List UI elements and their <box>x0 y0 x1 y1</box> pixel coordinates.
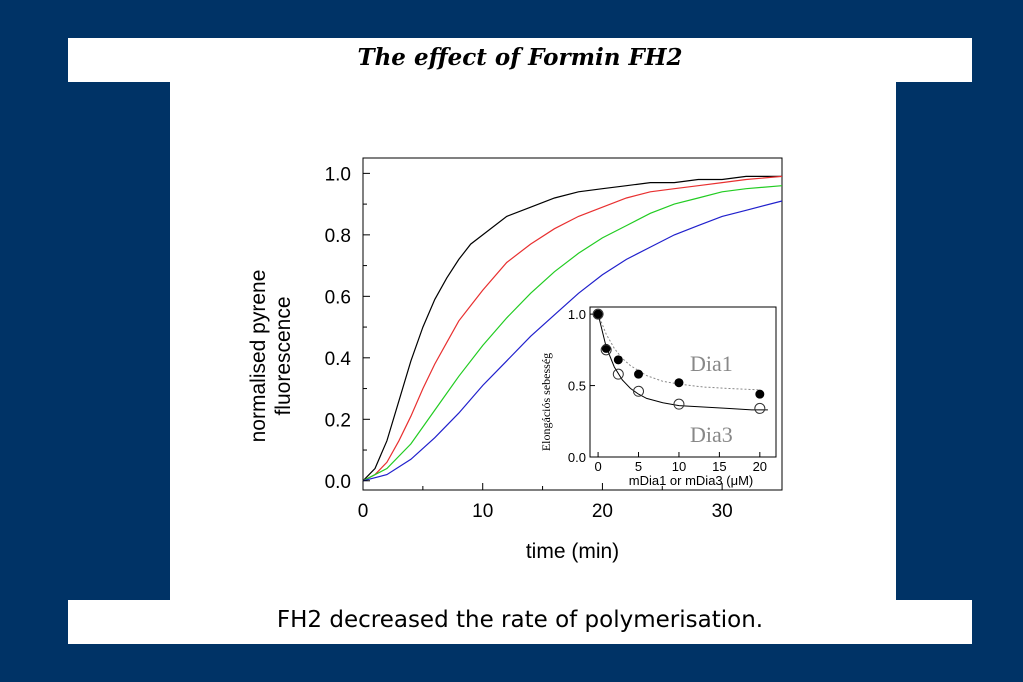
main-plot-frame <box>362 157 783 491</box>
inset-x-tick-label: 0 <box>594 459 601 474</box>
series-line-4 <box>362 200 783 482</box>
series-label-dia1: Dia1 <box>690 351 733 376</box>
y-axis-title-line-2: fluorescence <box>272 296 295 415</box>
x-tick-label: 30 <box>712 501 733 522</box>
data-point-dia3 <box>612 368 624 380</box>
inset-y-tick-label: 0.0 <box>568 450 586 465</box>
data-point-dia3 <box>592 308 604 320</box>
data-point-dia3 <box>633 385 645 397</box>
y-axis-title-line-1: normalised pyrene <box>247 270 270 443</box>
title-band: The effect of Formin FH2 <box>68 38 972 82</box>
slide-caption: FH2 decreased the rate of polymerisation… <box>276 607 764 633</box>
data-point-dia1 <box>674 378 684 388</box>
inset-x-tick-label: 15 <box>712 459 726 474</box>
inset-x-tick-label: 5 <box>635 459 642 474</box>
series-line-1 <box>362 175 782 482</box>
slide-title: The effect of Formin FH2 <box>357 44 683 71</box>
inset-y-tick-label: 1.0 <box>568 307 586 322</box>
data-point-dia3 <box>754 402 766 414</box>
inset-x-axis-title: mDia1 or mDia3 (μM) <box>629 473 754 488</box>
x-axis-title: time (min) <box>526 540 619 563</box>
fit-line-dia3 <box>597 313 768 411</box>
series-line-3 <box>362 185 783 482</box>
y-tick-label: 0.6 <box>325 287 351 308</box>
x-tick-label: 0 <box>358 501 369 522</box>
series-label-dia3: Dia3 <box>690 422 733 447</box>
y-tick-label: 0.0 <box>325 472 351 493</box>
y-tick-label: 0.8 <box>325 226 351 247</box>
inset-y-tick-label: 0.5 <box>568 379 586 394</box>
x-tick-label: 20 <box>592 501 613 522</box>
data-point-dia3 <box>600 344 612 356</box>
y-tick-label: 0.2 <box>325 410 351 431</box>
data-point-dia1 <box>613 355 623 365</box>
y-axis-title: normalised pyrene fluorescence <box>247 270 295 443</box>
y-tick-label: 0.4 <box>325 349 352 370</box>
y-tick-label: 1.0 <box>325 164 351 185</box>
data-point-dia3 <box>673 398 685 410</box>
data-point-dia1 <box>634 369 644 379</box>
fit-line-dia1 <box>597 313 760 391</box>
caption-band: FH2 decreased the rate of polymerisation… <box>68 600 972 644</box>
inset-x-tick-label: 20 <box>753 459 767 474</box>
x-tick-label: 10 <box>472 501 493 522</box>
inset-x-tick-label: 10 <box>672 459 686 474</box>
data-point-dia1 <box>755 389 765 399</box>
series-line-2 <box>362 175 783 482</box>
inset-y-axis-title: Elongációs sebesség <box>539 353 553 451</box>
